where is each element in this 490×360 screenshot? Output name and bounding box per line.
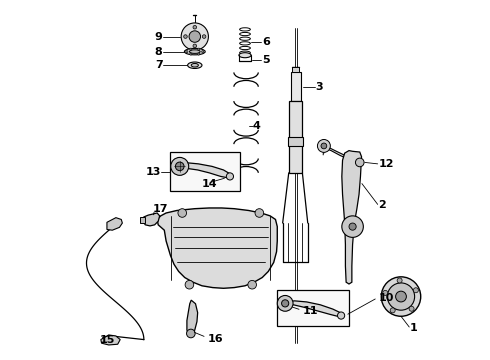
Circle shape [383,291,388,296]
Circle shape [338,312,344,319]
Circle shape [187,329,195,338]
Circle shape [189,31,200,42]
Text: 7: 7 [155,60,163,70]
Bar [140,217,145,223]
Polygon shape [324,144,360,164]
Circle shape [197,53,200,55]
Bar [170,152,240,191]
Polygon shape [180,163,231,178]
Text: 17: 17 [153,204,169,214]
Circle shape [175,162,184,171]
Circle shape [193,44,196,48]
Circle shape [185,280,194,289]
Text: 2: 2 [378,200,386,210]
Bar [291,72,300,101]
Circle shape [349,223,356,230]
Circle shape [181,23,208,50]
Polygon shape [187,300,197,336]
Circle shape [197,48,200,50]
Ellipse shape [188,62,202,68]
Circle shape [277,296,293,311]
Text: 4: 4 [253,121,261,131]
Circle shape [202,35,206,39]
Circle shape [201,50,204,53]
Bar [277,291,349,326]
Bar [289,101,302,173]
Text: 6: 6 [262,37,270,47]
Circle shape [190,53,192,55]
Text: 16: 16 [207,333,223,343]
Circle shape [184,35,187,39]
Text: 3: 3 [316,82,323,92]
Circle shape [226,173,234,180]
Text: 14: 14 [201,179,217,189]
Circle shape [390,308,395,313]
Text: 13: 13 [146,167,161,177]
Ellipse shape [191,63,198,67]
Circle shape [388,283,415,310]
Circle shape [178,209,187,217]
Polygon shape [143,213,160,226]
Text: 8: 8 [155,46,163,57]
Circle shape [171,157,189,175]
Circle shape [395,291,406,302]
Text: 11: 11 [302,306,318,316]
Text: 15: 15 [100,334,115,345]
Text: 5: 5 [262,54,270,64]
Polygon shape [107,218,122,230]
Text: 9: 9 [155,32,163,41]
Bar [292,67,299,72]
Circle shape [190,48,192,50]
Circle shape [255,209,264,217]
Text: 1: 1 [410,323,417,333]
Text: 12: 12 [378,159,394,169]
Bar [288,137,303,146]
Polygon shape [157,208,277,288]
Circle shape [282,300,289,307]
Circle shape [414,288,418,293]
Circle shape [321,143,327,149]
Circle shape [342,216,364,237]
Circle shape [409,306,414,311]
Circle shape [193,26,196,29]
Polygon shape [285,301,342,317]
Circle shape [318,139,330,152]
Circle shape [397,278,402,283]
Ellipse shape [239,53,251,58]
Circle shape [248,280,256,289]
Circle shape [186,50,188,53]
Polygon shape [101,335,120,345]
Polygon shape [342,150,362,284]
Circle shape [355,158,364,167]
Ellipse shape [184,48,205,55]
Circle shape [381,277,421,316]
Text: 10: 10 [378,293,394,303]
Ellipse shape [190,50,200,53]
